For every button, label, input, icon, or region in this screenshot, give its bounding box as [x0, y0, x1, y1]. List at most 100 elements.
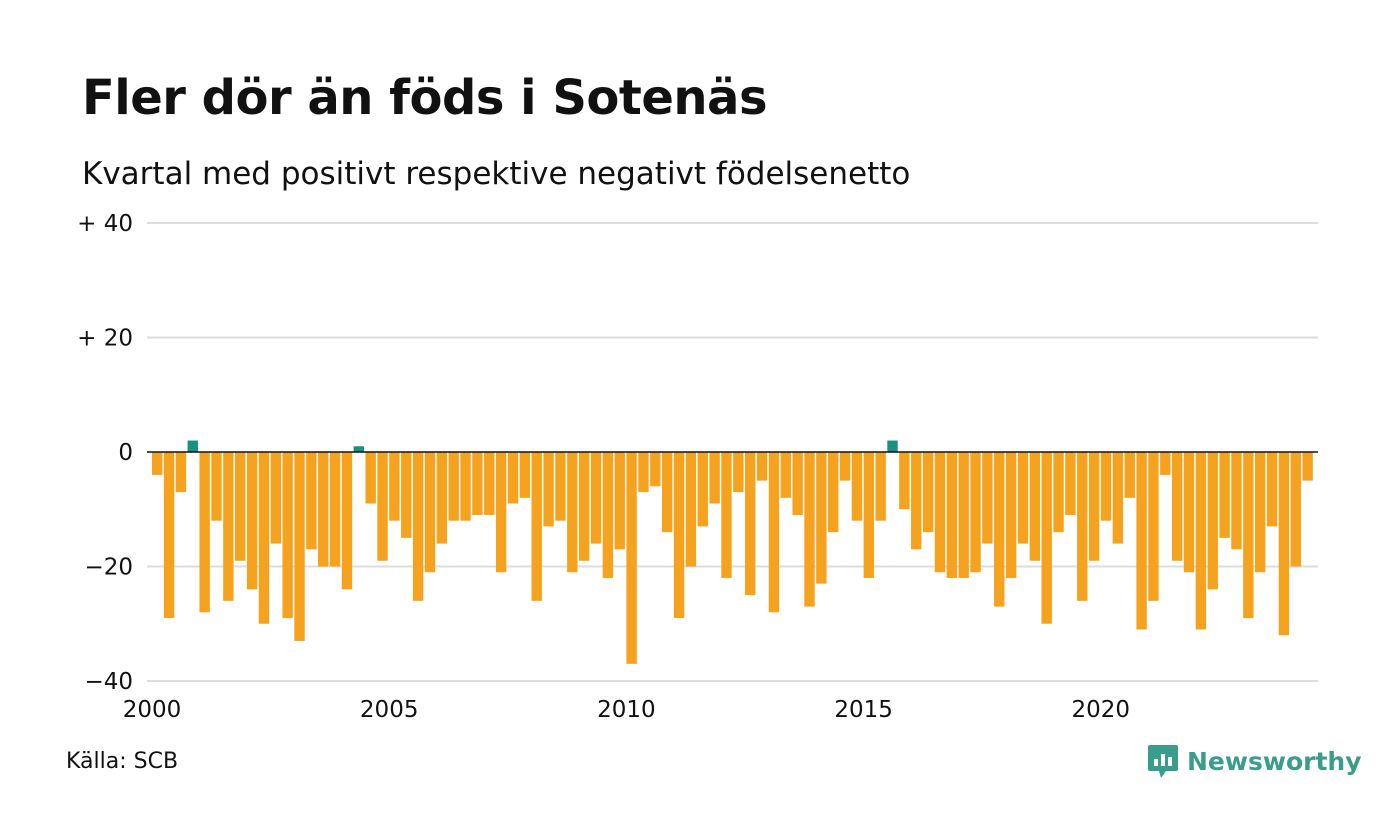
- bar-negative: [650, 452, 661, 487]
- bar-negative: [1124, 452, 1135, 498]
- bar-negative: [851, 452, 863, 521]
- bar-negative: [792, 452, 803, 515]
- bar-negative: [1302, 452, 1313, 481]
- bar-negative: [318, 452, 329, 567]
- bar-negative: [389, 452, 400, 521]
- bar-negative: [163, 452, 175, 619]
- bar-negative: [614, 452, 625, 550]
- bar-negative: [258, 452, 270, 624]
- bar-negative: [804, 452, 815, 607]
- bar-negative: [365, 452, 376, 504]
- bar-negative: [638, 452, 649, 493]
- bar-negative: [661, 452, 673, 533]
- x-tick-label: 2015: [834, 697, 893, 723]
- bar-negative: [1207, 452, 1218, 590]
- bar-negative: [673, 452, 685, 619]
- bar-negative: [1005, 452, 1017, 578]
- bar-negative: [685, 452, 697, 567]
- bar-negative: [1112, 452, 1124, 544]
- bars: [152, 440, 1313, 664]
- bar-negative: [946, 452, 958, 578]
- bar-negative: [768, 452, 780, 613]
- bar-negative: [306, 452, 317, 550]
- bar-positive: [887, 440, 898, 452]
- bar-negative: [863, 452, 874, 578]
- bar-negative: [721, 452, 732, 578]
- bar-negative: [982, 452, 993, 544]
- bar-negative: [602, 452, 614, 578]
- bar-negative: [709, 452, 720, 504]
- bar-negative: [341, 452, 353, 590]
- newsworthy-logo-icon: [1148, 745, 1178, 778]
- bar-negative: [235, 452, 246, 561]
- grid-lines: [147, 222, 1318, 682]
- bar-negative: [626, 452, 637, 664]
- bar-negative: [922, 452, 934, 533]
- y-tick-label: + 20: [77, 326, 133, 352]
- y-tick-label: −20: [84, 555, 133, 581]
- bar-negative: [780, 452, 791, 498]
- x-tick-label: 2010: [597, 697, 656, 723]
- bar-negative: [472, 452, 483, 515]
- bar-negative: [1065, 452, 1076, 515]
- bar-negative: [733, 452, 744, 493]
- y-tick-label: 0: [118, 440, 133, 466]
- y-tick-label: + 40: [77, 211, 133, 237]
- bar-negative: [531, 452, 542, 601]
- bar-negative: [1053, 452, 1064, 533]
- bar-negative: [828, 452, 839, 533]
- bar-negative: [555, 452, 566, 521]
- bar-negative: [152, 452, 163, 475]
- bar-negative: [1231, 452, 1242, 550]
- bar-negative: [1136, 452, 1147, 630]
- bar-negative: [1219, 452, 1230, 538]
- bar-negative: [329, 452, 341, 567]
- x-tick-label: 2020: [1072, 697, 1131, 723]
- bar-negative: [899, 452, 910, 510]
- bar-positive: [187, 440, 198, 452]
- bar-negative: [175, 452, 187, 493]
- bar-negative: [424, 452, 436, 573]
- bar-negative: [507, 452, 519, 504]
- bar-negative: [934, 452, 946, 573]
- bar-negative: [745, 452, 756, 596]
- chart-title: Fler dör än föds i Sotenäs: [82, 70, 768, 126]
- bar-negative: [270, 452, 281, 544]
- brand-name: Newsworthy: [1187, 746, 1362, 776]
- bar-negative: [211, 452, 222, 521]
- bar-negative: [970, 452, 981, 573]
- x-axis-ticks: 2000 2005 2010 2015 2020: [123, 697, 1130, 723]
- bar-negative: [1290, 452, 1301, 567]
- bar-chart: + 40 + 20 0 −20 −40 2000 2005 2010 2015 2020: [77, 211, 1318, 723]
- bar-negative: [1077, 452, 1088, 601]
- bar-negative: [1160, 452, 1171, 475]
- bar-negative: [412, 452, 424, 601]
- bar-positive: [353, 446, 365, 452]
- bar-negative: [448, 452, 459, 521]
- bar-negative: [567, 452, 578, 573]
- bar-negative: [1183, 452, 1195, 573]
- bar-negative: [1278, 452, 1290, 636]
- y-tick-label: −40: [84, 669, 133, 695]
- bar-negative: [223, 452, 234, 601]
- bar-negative: [697, 452, 708, 527]
- bar-negative: [377, 452, 388, 561]
- bar-negative: [756, 452, 768, 481]
- y-axis-ticks: + 40 + 20 0 −20 −40: [77, 211, 133, 695]
- bar-negative: [199, 452, 210, 613]
- x-tick-label: 2005: [360, 697, 419, 723]
- bar-negative: [1088, 452, 1100, 561]
- bar-negative: [1029, 452, 1041, 561]
- bar-negative: [590, 452, 602, 544]
- brand-logo: Newsworthy: [1147, 743, 1362, 779]
- bar-negative: [994, 452, 1005, 607]
- bar-negative: [519, 452, 531, 498]
- bar-negative: [436, 452, 448, 544]
- bar-negative: [1195, 452, 1207, 630]
- bar-negative: [543, 452, 554, 527]
- bar-negative: [1266, 452, 1278, 527]
- bar-negative: [1100, 452, 1112, 521]
- bar-negative: [1243, 452, 1254, 619]
- bar-negative: [1171, 452, 1183, 561]
- bar-negative: [1017, 452, 1029, 544]
